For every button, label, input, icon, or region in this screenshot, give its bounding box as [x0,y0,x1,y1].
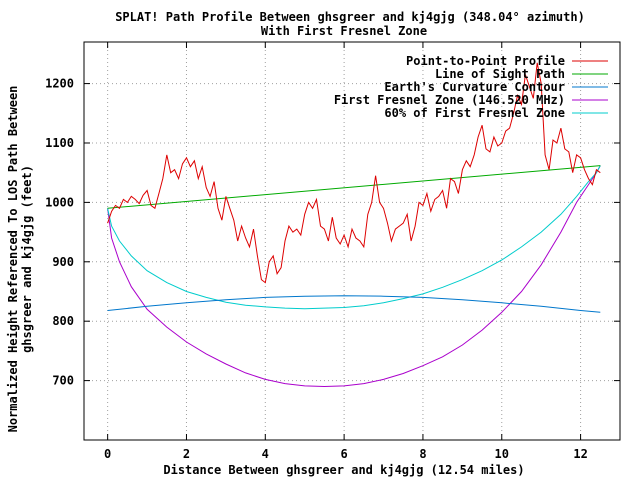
series-line-0 [107,62,601,284]
legend-label-1: Line of Sight Path [435,67,565,81]
y-tick-label: 700 [52,374,74,388]
grid [84,42,620,440]
axis-ticks: 0 2 4 6 8 10 12 700 800 900 1000 1100 1200 [45,42,620,461]
series-line-3 [107,165,601,388]
y-tick-label: 1200 [45,77,74,91]
x-tick-label: 4 [262,447,269,461]
x-tick-label: 0 [104,447,111,461]
y-tick-label: 800 [52,314,74,328]
chart-subtitle: With First Fresnel Zone [261,24,427,38]
legend-label-0: Point-to-Point Profile [406,54,565,68]
x-tick-label: 10 [495,447,509,461]
y-tick-label: 1100 [45,136,74,150]
series-lines [107,62,601,388]
y-axis-label-line1: Normalized Height Referenced To LOS Path… [6,86,20,433]
x-tick-label: 6 [341,447,348,461]
x-axis-label: Distance Between ghsgreer and kj4gjg (12… [163,463,524,477]
legend-label-3: First Fresnel Zone (146.520 MHz) [334,93,565,107]
y-tick-label: 900 [52,255,74,269]
plot-frame [83,41,621,441]
y-tick-label: 1000 [45,195,74,209]
x-tick-label: 2 [183,447,190,461]
legend-label-4: 60% of First Fresnel Zone [384,106,565,120]
x-tick-label: 8 [419,447,426,461]
chart-title: SPLAT! Path Profile Between ghsgreer and… [115,10,585,24]
series-line-1 [107,165,601,209]
series-line-4 [107,165,601,310]
series-line-2 [107,295,601,313]
y-axis-label-line2: ghsgreer and kj4gjg (feet) [20,165,34,353]
x-tick-label: 12 [573,447,587,461]
legend-label-2: Earth's Curvature Contour [384,80,565,94]
